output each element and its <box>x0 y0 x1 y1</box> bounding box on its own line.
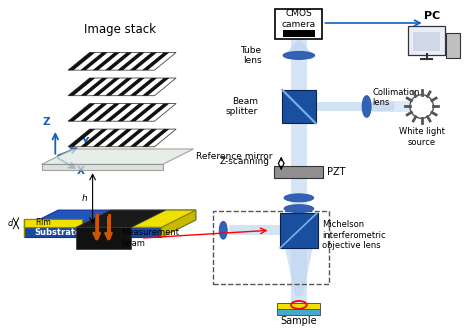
Polygon shape <box>76 210 165 227</box>
Polygon shape <box>286 39 311 53</box>
Polygon shape <box>142 78 169 96</box>
Polygon shape <box>93 104 120 121</box>
Bar <box>291 16 307 306</box>
Polygon shape <box>105 129 132 147</box>
Polygon shape <box>142 129 169 147</box>
Polygon shape <box>161 210 196 237</box>
Polygon shape <box>130 129 157 147</box>
Text: Tube
lens: Tube lens <box>240 46 262 65</box>
Polygon shape <box>68 78 95 96</box>
Polygon shape <box>24 210 196 227</box>
Polygon shape <box>76 227 131 249</box>
Polygon shape <box>68 104 176 121</box>
Polygon shape <box>81 104 108 121</box>
Bar <box>413 32 440 51</box>
Text: Z: Z <box>43 117 50 127</box>
Polygon shape <box>81 52 108 70</box>
Polygon shape <box>118 78 145 96</box>
Polygon shape <box>131 210 196 227</box>
Ellipse shape <box>283 51 315 59</box>
Polygon shape <box>68 129 176 147</box>
Polygon shape <box>68 129 95 147</box>
Polygon shape <box>93 78 120 96</box>
Bar <box>280 213 318 248</box>
Polygon shape <box>130 78 157 96</box>
Polygon shape <box>285 248 313 296</box>
Bar <box>274 166 323 178</box>
Ellipse shape <box>362 96 371 117</box>
Polygon shape <box>118 104 145 121</box>
Polygon shape <box>68 104 95 121</box>
Text: Reference mirror: Reference mirror <box>196 152 273 161</box>
Polygon shape <box>105 104 132 121</box>
Text: CMOS
camera: CMOS camera <box>282 9 316 29</box>
Bar <box>277 303 320 309</box>
Polygon shape <box>93 52 120 70</box>
Polygon shape <box>42 149 193 164</box>
Polygon shape <box>68 52 176 70</box>
Text: h: h <box>82 194 88 203</box>
Polygon shape <box>142 52 169 70</box>
Polygon shape <box>68 52 95 70</box>
Text: Image stack: Image stack <box>84 23 156 36</box>
Text: White light
source: White light source <box>399 127 445 146</box>
Text: Beam
splitter: Beam splitter <box>225 97 258 116</box>
Text: Michelson
interferometric
objective lens: Michelson interferometric objective lens <box>322 220 386 250</box>
FancyBboxPatch shape <box>408 26 445 55</box>
Circle shape <box>410 95 433 118</box>
Polygon shape <box>81 129 108 147</box>
Bar <box>372 101 413 113</box>
Bar <box>446 33 460 58</box>
Text: Z-scanning: Z-scanning <box>219 157 269 166</box>
Text: PZT: PZT <box>328 167 346 177</box>
Ellipse shape <box>284 205 314 213</box>
Text: Measurement
beam: Measurement beam <box>121 228 179 248</box>
Polygon shape <box>68 78 176 96</box>
Polygon shape <box>24 219 82 227</box>
Polygon shape <box>82 210 196 227</box>
Polygon shape <box>105 78 132 96</box>
Text: Collimation
lens: Collimation lens <box>373 88 420 107</box>
Bar <box>282 90 316 123</box>
Polygon shape <box>24 219 82 227</box>
Polygon shape <box>24 219 82 227</box>
Text: Film: Film <box>36 218 51 227</box>
Ellipse shape <box>284 194 314 202</box>
Text: X: X <box>77 166 85 176</box>
Polygon shape <box>105 52 132 70</box>
Polygon shape <box>93 129 120 147</box>
Bar <box>283 30 315 37</box>
Text: Substrate: Substrate <box>35 228 82 237</box>
Bar <box>316 102 394 112</box>
Bar <box>229 225 280 235</box>
Polygon shape <box>42 164 163 170</box>
Bar <box>277 309 320 315</box>
Polygon shape <box>130 104 157 121</box>
Ellipse shape <box>219 221 227 239</box>
Polygon shape <box>24 227 161 237</box>
Bar <box>213 211 329 284</box>
Polygon shape <box>130 52 157 70</box>
Polygon shape <box>142 104 169 121</box>
Text: PC: PC <box>424 11 441 21</box>
Text: d: d <box>8 219 13 228</box>
FancyBboxPatch shape <box>275 9 322 39</box>
Polygon shape <box>118 129 145 147</box>
Text: Sample: Sample <box>281 316 317 326</box>
Polygon shape <box>161 210 196 237</box>
Polygon shape <box>81 78 108 96</box>
Text: Y: Y <box>81 137 89 147</box>
Polygon shape <box>118 52 145 70</box>
